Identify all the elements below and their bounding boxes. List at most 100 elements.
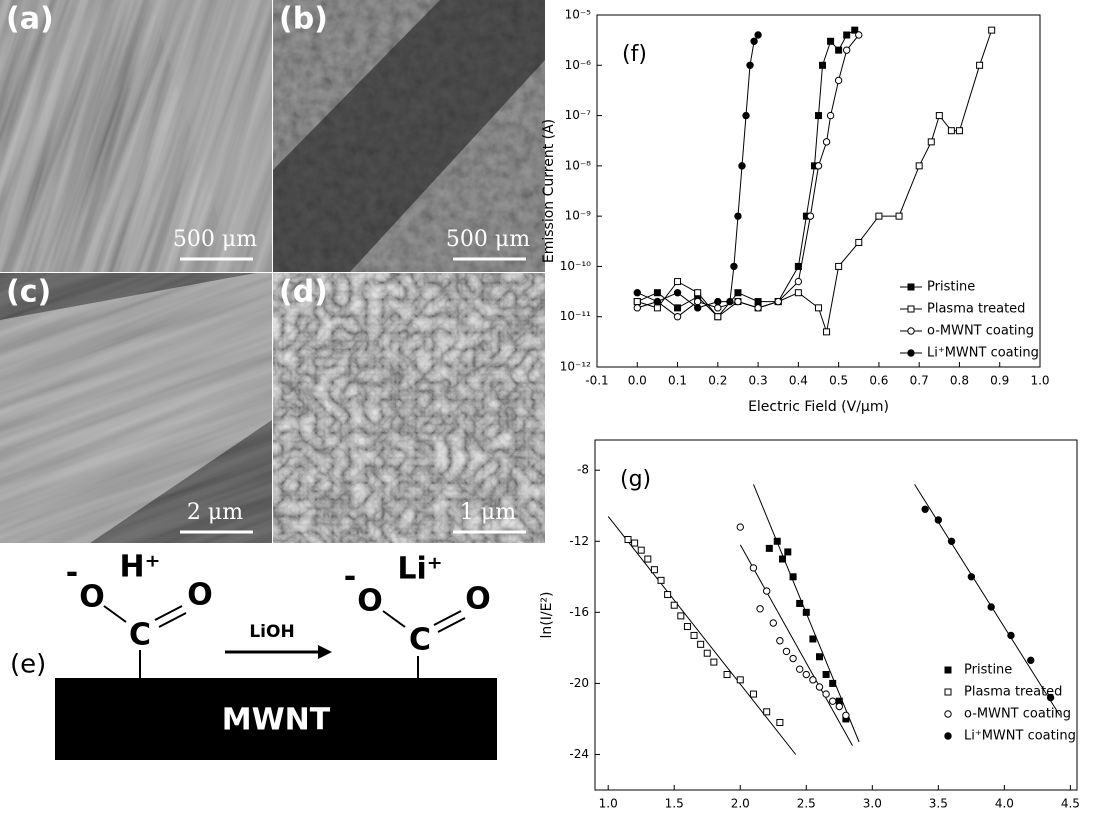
marker xyxy=(896,213,902,219)
x-tick-label: 1.0 xyxy=(1030,374,1049,388)
legend-label: Pristine xyxy=(927,280,975,295)
x-tick-label: 0.4 xyxy=(789,374,808,388)
x-tick-label: 4.0 xyxy=(995,797,1014,811)
marker xyxy=(770,620,776,626)
y-axis-title: ln(I/E²) xyxy=(539,592,555,639)
marker xyxy=(795,278,801,284)
marker xyxy=(876,213,882,219)
marker xyxy=(830,680,836,686)
marker xyxy=(797,600,803,606)
marker xyxy=(835,77,841,83)
bond xyxy=(383,611,405,627)
marker xyxy=(665,592,671,598)
marker xyxy=(694,298,700,304)
atom: C xyxy=(409,623,431,658)
marker xyxy=(757,606,763,612)
marker xyxy=(715,314,721,320)
series-line xyxy=(637,35,859,317)
marker xyxy=(803,609,809,615)
marker xyxy=(790,574,796,580)
marker xyxy=(836,47,842,53)
marker xyxy=(856,239,862,245)
charge: - xyxy=(344,560,356,595)
scale-label: 1 μm xyxy=(460,500,516,525)
marker xyxy=(658,577,664,583)
scale-label: 500 μm xyxy=(446,227,530,252)
legend-label: Plasma treated xyxy=(964,685,1062,700)
marker xyxy=(724,672,730,678)
marker xyxy=(674,290,680,296)
marker xyxy=(935,517,941,523)
marker xyxy=(671,602,677,608)
x-tick-label: 4.5 xyxy=(1061,797,1080,811)
marker xyxy=(747,62,753,68)
x-tick-label: 0.0 xyxy=(628,374,647,388)
marker xyxy=(711,659,717,665)
x-tick-label: -0.1 xyxy=(585,374,608,388)
x-tick-label: 0.7 xyxy=(910,374,929,388)
panel-label: (d) xyxy=(279,275,328,310)
series-line xyxy=(637,35,758,308)
scheme: (e) MWNT C O O - H⁺ LiOH C O O - Li⁺ xyxy=(10,550,497,761)
x-tick-label: 0.5 xyxy=(829,374,848,388)
cation: Li⁺ xyxy=(397,552,442,587)
marker xyxy=(824,329,830,335)
legend-label: o-MWNT coating xyxy=(927,324,1034,339)
legend-marker xyxy=(908,306,914,312)
marker xyxy=(675,279,681,285)
marker xyxy=(843,712,849,718)
marker xyxy=(654,290,660,296)
bond xyxy=(104,606,126,622)
marker xyxy=(755,299,761,305)
marker xyxy=(810,677,816,683)
marker xyxy=(654,305,660,311)
marker xyxy=(751,38,757,44)
x-tick-label: 0.3 xyxy=(749,374,768,388)
legend-marker xyxy=(945,667,951,673)
y-tick-label: 10⁻¹² xyxy=(560,360,591,374)
marker xyxy=(750,565,756,571)
y-tick-label: -16 xyxy=(569,605,589,619)
marker xyxy=(783,648,789,654)
legend-marker xyxy=(945,733,951,739)
marker xyxy=(1008,632,1014,638)
x-tick-label: 0.6 xyxy=(869,374,888,388)
atom: C xyxy=(129,618,151,653)
marker xyxy=(737,524,743,530)
marker xyxy=(948,538,954,544)
y-tick-label: 10⁻⁸ xyxy=(565,158,592,172)
marker xyxy=(634,299,640,305)
x-tick-label: 3.0 xyxy=(863,797,882,811)
x-tick-label: 3.5 xyxy=(929,797,948,811)
x-tick-label: 1.5 xyxy=(665,797,684,811)
marker xyxy=(823,139,829,145)
marker xyxy=(815,163,821,169)
marker xyxy=(674,314,680,320)
marker xyxy=(844,32,850,38)
marker xyxy=(654,298,660,304)
marker xyxy=(735,298,741,304)
y-tick-label: 10⁻¹¹ xyxy=(560,309,591,323)
legend-marker xyxy=(908,350,914,356)
marker xyxy=(816,113,822,119)
marker xyxy=(956,128,962,134)
chart: 1.01.52.02.53.03.54.04.5-8-12-16-20-241/… xyxy=(539,440,1080,815)
marker xyxy=(988,604,994,610)
marker xyxy=(922,506,928,512)
marker xyxy=(823,672,829,678)
marker xyxy=(743,112,749,118)
marker xyxy=(634,290,640,296)
legend-marker xyxy=(945,711,951,717)
marker xyxy=(777,719,783,725)
chart: -0.10.00.10.20.30.40.50.60.70.80.91.010⁻… xyxy=(541,8,1050,416)
panel-annotation: (g) xyxy=(620,467,651,492)
marker xyxy=(735,290,741,296)
marker xyxy=(828,38,834,44)
panel-label: (c) xyxy=(6,275,51,310)
y-tick-label: 10⁻⁵ xyxy=(565,8,592,22)
marker xyxy=(803,671,809,677)
legend-label: Plasma treated xyxy=(927,302,1025,317)
marker xyxy=(936,113,942,119)
marker xyxy=(843,47,849,53)
marker xyxy=(731,263,737,269)
